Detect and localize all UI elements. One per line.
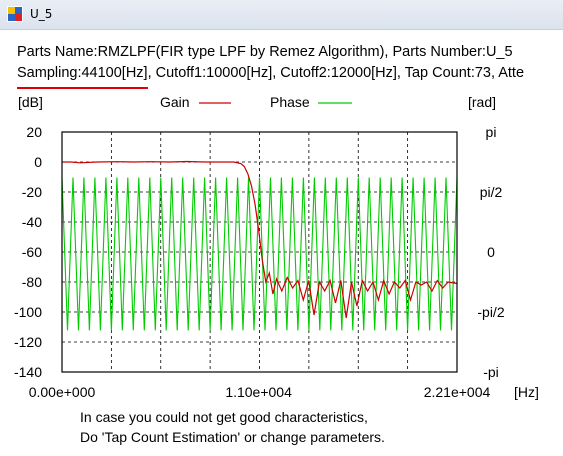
- plot-frame: [61, 131, 458, 373]
- right-tick-label: 0: [487, 244, 495, 260]
- x-axis-ticks: 0.00e+000 1.10e+004 2.21e+004: [29, 384, 491, 400]
- left-tick-label: -100: [14, 304, 42, 320]
- window-titlebar: U_5: [0, 0, 563, 30]
- left-tick-label: -40: [22, 214, 42, 230]
- right-tick-label: -pi/2: [477, 304, 504, 320]
- legend-gain-label: Gain: [160, 94, 190, 110]
- right-tick-label: -pi: [483, 364, 499, 380]
- right-axis-ticks: pi pi/2 0 -pi/2 -pi: [477, 124, 504, 380]
- left-tick-label: -20: [22, 184, 42, 200]
- chart-svg: [dB] [rad] Gain Phase 20 0 -20 -40 -60 -80 -10…: [14, 94, 539, 400]
- x-axis-unit: [Hz]: [514, 384, 539, 400]
- parameters-text: , Cutoff1:10000[Hz], Cutoff2:12000[Hz], …: [147, 65, 525, 81]
- left-tick-label: -80: [22, 274, 42, 290]
- left-tick-label: -60: [22, 244, 42, 260]
- sampling-rate-text: Sampling:44100[Hz]: [17, 65, 148, 81]
- x-tick-label: 2.21e+004: [424, 384, 491, 400]
- phase-series: [61, 177, 458, 331]
- right-tick-label: pi: [486, 124, 497, 140]
- right-tick-label: pi/2: [480, 184, 503, 200]
- x-tick-label: 0.00e+000: [29, 384, 96, 400]
- left-tick-label: -120: [14, 334, 42, 350]
- dsp-app-icon: [7, 6, 23, 22]
- frequency-response-chart: [dB] [rad] Gain Phase 20 0 -20 -40 -60 -80 -10…: [0, 90, 563, 405]
- chart-grid: [62, 132, 457, 372]
- sampling-highlight-underline: [17, 87, 148, 89]
- gain-line: [62, 160, 458, 319]
- gain-series: [62, 160, 458, 319]
- left-tick-label: -140: [14, 364, 42, 380]
- left-tick-label: 0: [34, 154, 42, 170]
- left-axis-unit: [dB]: [18, 94, 43, 110]
- parameters-info-line: Sampling:44100[Hz], Cutoff1:10000[Hz], C…: [17, 65, 524, 81]
- x-tick-label: 1.10e+004: [225, 384, 292, 400]
- window-title: U_5: [30, 7, 53, 21]
- left-axis-ticks: 20 0 -20 -40 -60 -80 -100 -120 -140: [14, 124, 42, 380]
- legend-phase-label: Phase: [270, 94, 310, 110]
- right-axis-unit: [rad]: [468, 94, 496, 110]
- hint-line-1: In case you could not get good character…: [80, 409, 368, 425]
- hint-line-2: Do 'Tap Count Estimation' or change para…: [80, 429, 385, 445]
- phase-line: [61, 177, 458, 331]
- parts-info-line: Parts Name:RMZLPF(FIR type LPF by Remez …: [17, 44, 513, 60]
- left-tick-label: 20: [26, 124, 42, 140]
